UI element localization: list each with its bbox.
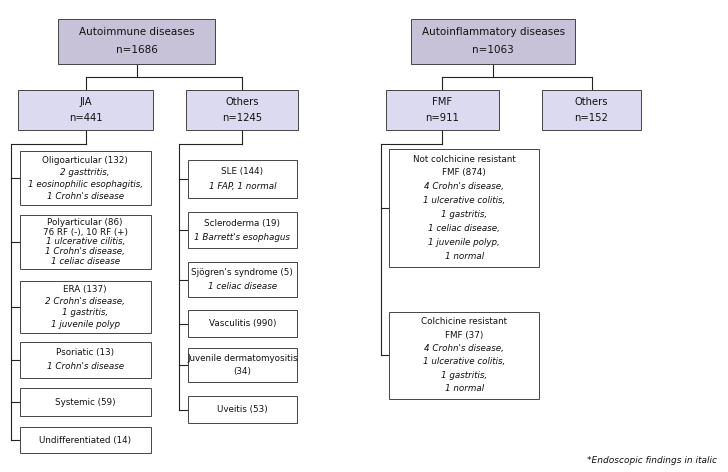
FancyBboxPatch shape <box>188 212 297 248</box>
Text: 2 Crohn's disease,: 2 Crohn's disease, <box>45 296 125 305</box>
FancyBboxPatch shape <box>542 90 641 130</box>
Text: 1 celiac disease: 1 celiac disease <box>51 257 119 266</box>
Text: n=1245: n=1245 <box>222 113 262 123</box>
FancyBboxPatch shape <box>188 348 297 382</box>
FancyBboxPatch shape <box>20 281 151 333</box>
Text: 1 celiac disease,: 1 celiac disease, <box>428 224 500 233</box>
FancyBboxPatch shape <box>411 19 575 64</box>
Text: n=1063: n=1063 <box>472 45 514 55</box>
Text: Autoinflammatory diseases: Autoinflammatory diseases <box>422 27 565 37</box>
Text: Vasculitis (990): Vasculitis (990) <box>209 319 276 329</box>
Text: Autoimmune diseases: Autoimmune diseases <box>79 27 194 37</box>
Text: (34): (34) <box>234 368 251 377</box>
Text: 1 Crohn's disease: 1 Crohn's disease <box>47 192 124 201</box>
Text: Psoriatic (13): Psoriatic (13) <box>56 348 114 357</box>
Text: Undifferentiated (14): Undifferentiated (14) <box>39 436 131 445</box>
Text: 1 Barrett's esophagus: 1 Barrett's esophagus <box>194 233 290 242</box>
Text: Others: Others <box>225 97 259 107</box>
Text: Not colchicine resistant: Not colchicine resistant <box>413 155 515 164</box>
Text: Scleroderma (19): Scleroderma (19) <box>205 219 280 228</box>
Text: 1 ulcerative cilitis,: 1 ulcerative cilitis, <box>46 237 124 246</box>
FancyBboxPatch shape <box>20 215 151 269</box>
Text: Juvenile dermatomyositis: Juvenile dermatomyositis <box>187 354 298 362</box>
FancyBboxPatch shape <box>389 149 539 267</box>
Text: 1 ulcerative colitis,: 1 ulcerative colitis, <box>423 357 505 366</box>
Text: Oligoarticular (132): Oligoarticular (132) <box>42 156 128 165</box>
FancyBboxPatch shape <box>20 388 151 416</box>
Text: Polyarticular (86): Polyarticular (86) <box>47 218 123 227</box>
Text: 76 RF (-), 10 RF (+): 76 RF (-), 10 RF (+) <box>43 228 127 236</box>
Text: Sjögren's syndrome (5): Sjögren's syndrome (5) <box>191 268 293 277</box>
Text: n=1686: n=1686 <box>116 45 157 55</box>
Text: 1 Crohn's disease,: 1 Crohn's disease, <box>45 247 125 256</box>
FancyBboxPatch shape <box>188 396 297 423</box>
FancyBboxPatch shape <box>20 342 151 378</box>
Text: 1 Crohn's disease: 1 Crohn's disease <box>47 362 124 371</box>
FancyBboxPatch shape <box>58 19 215 64</box>
FancyBboxPatch shape <box>20 151 151 205</box>
FancyBboxPatch shape <box>188 262 297 297</box>
Text: 1 gastritis,: 1 gastritis, <box>441 210 487 219</box>
Text: 1 FAP, 1 normal: 1 FAP, 1 normal <box>209 182 276 192</box>
Text: Colchicine resistant: Colchicine resistant <box>421 317 507 326</box>
Text: 1 gastritis,: 1 gastritis, <box>441 371 487 380</box>
Text: 4 Crohn's disease,: 4 Crohn's disease, <box>424 344 504 353</box>
FancyBboxPatch shape <box>186 90 298 130</box>
Text: 1 juvenile polyp,: 1 juvenile polyp, <box>428 238 500 247</box>
Text: Uveitis (53): Uveitis (53) <box>217 405 268 414</box>
Text: 4 Crohn's disease,: 4 Crohn's disease, <box>424 182 504 191</box>
Text: 1 juvenile polyp: 1 juvenile polyp <box>51 320 119 329</box>
Text: ERA (137): ERA (137) <box>63 285 107 294</box>
Text: 2 gasttritis,: 2 gasttritis, <box>60 168 110 177</box>
Text: n=441: n=441 <box>68 113 103 123</box>
FancyBboxPatch shape <box>20 427 151 453</box>
Text: FMF (874): FMF (874) <box>442 169 486 177</box>
FancyBboxPatch shape <box>386 90 499 130</box>
Text: 1 normal: 1 normal <box>445 384 483 393</box>
FancyBboxPatch shape <box>389 312 539 399</box>
Text: Others: Others <box>574 97 609 107</box>
Text: SLE (144): SLE (144) <box>221 167 264 177</box>
Text: n=911: n=911 <box>425 113 459 123</box>
FancyBboxPatch shape <box>188 310 297 337</box>
Text: JIA: JIA <box>79 97 92 107</box>
Text: n=152: n=152 <box>574 113 609 123</box>
Text: FMF: FMF <box>432 97 452 107</box>
Text: 1 normal: 1 normal <box>445 252 483 261</box>
Text: FMF (37): FMF (37) <box>445 330 483 339</box>
Text: Systemic (59): Systemic (59) <box>55 397 116 407</box>
Text: 1 ulcerative colitis,: 1 ulcerative colitis, <box>423 196 505 205</box>
Text: 1 gastritis,: 1 gastritis, <box>62 308 108 317</box>
FancyBboxPatch shape <box>18 90 153 130</box>
FancyBboxPatch shape <box>188 160 297 198</box>
Text: 1 eosinophilic esophagitis,: 1 eosinophilic esophagitis, <box>28 180 143 189</box>
Text: *Endoscopic findings in italic: *Endoscopic findings in italic <box>587 456 717 465</box>
Text: 1 celiac disease: 1 celiac disease <box>208 282 277 291</box>
